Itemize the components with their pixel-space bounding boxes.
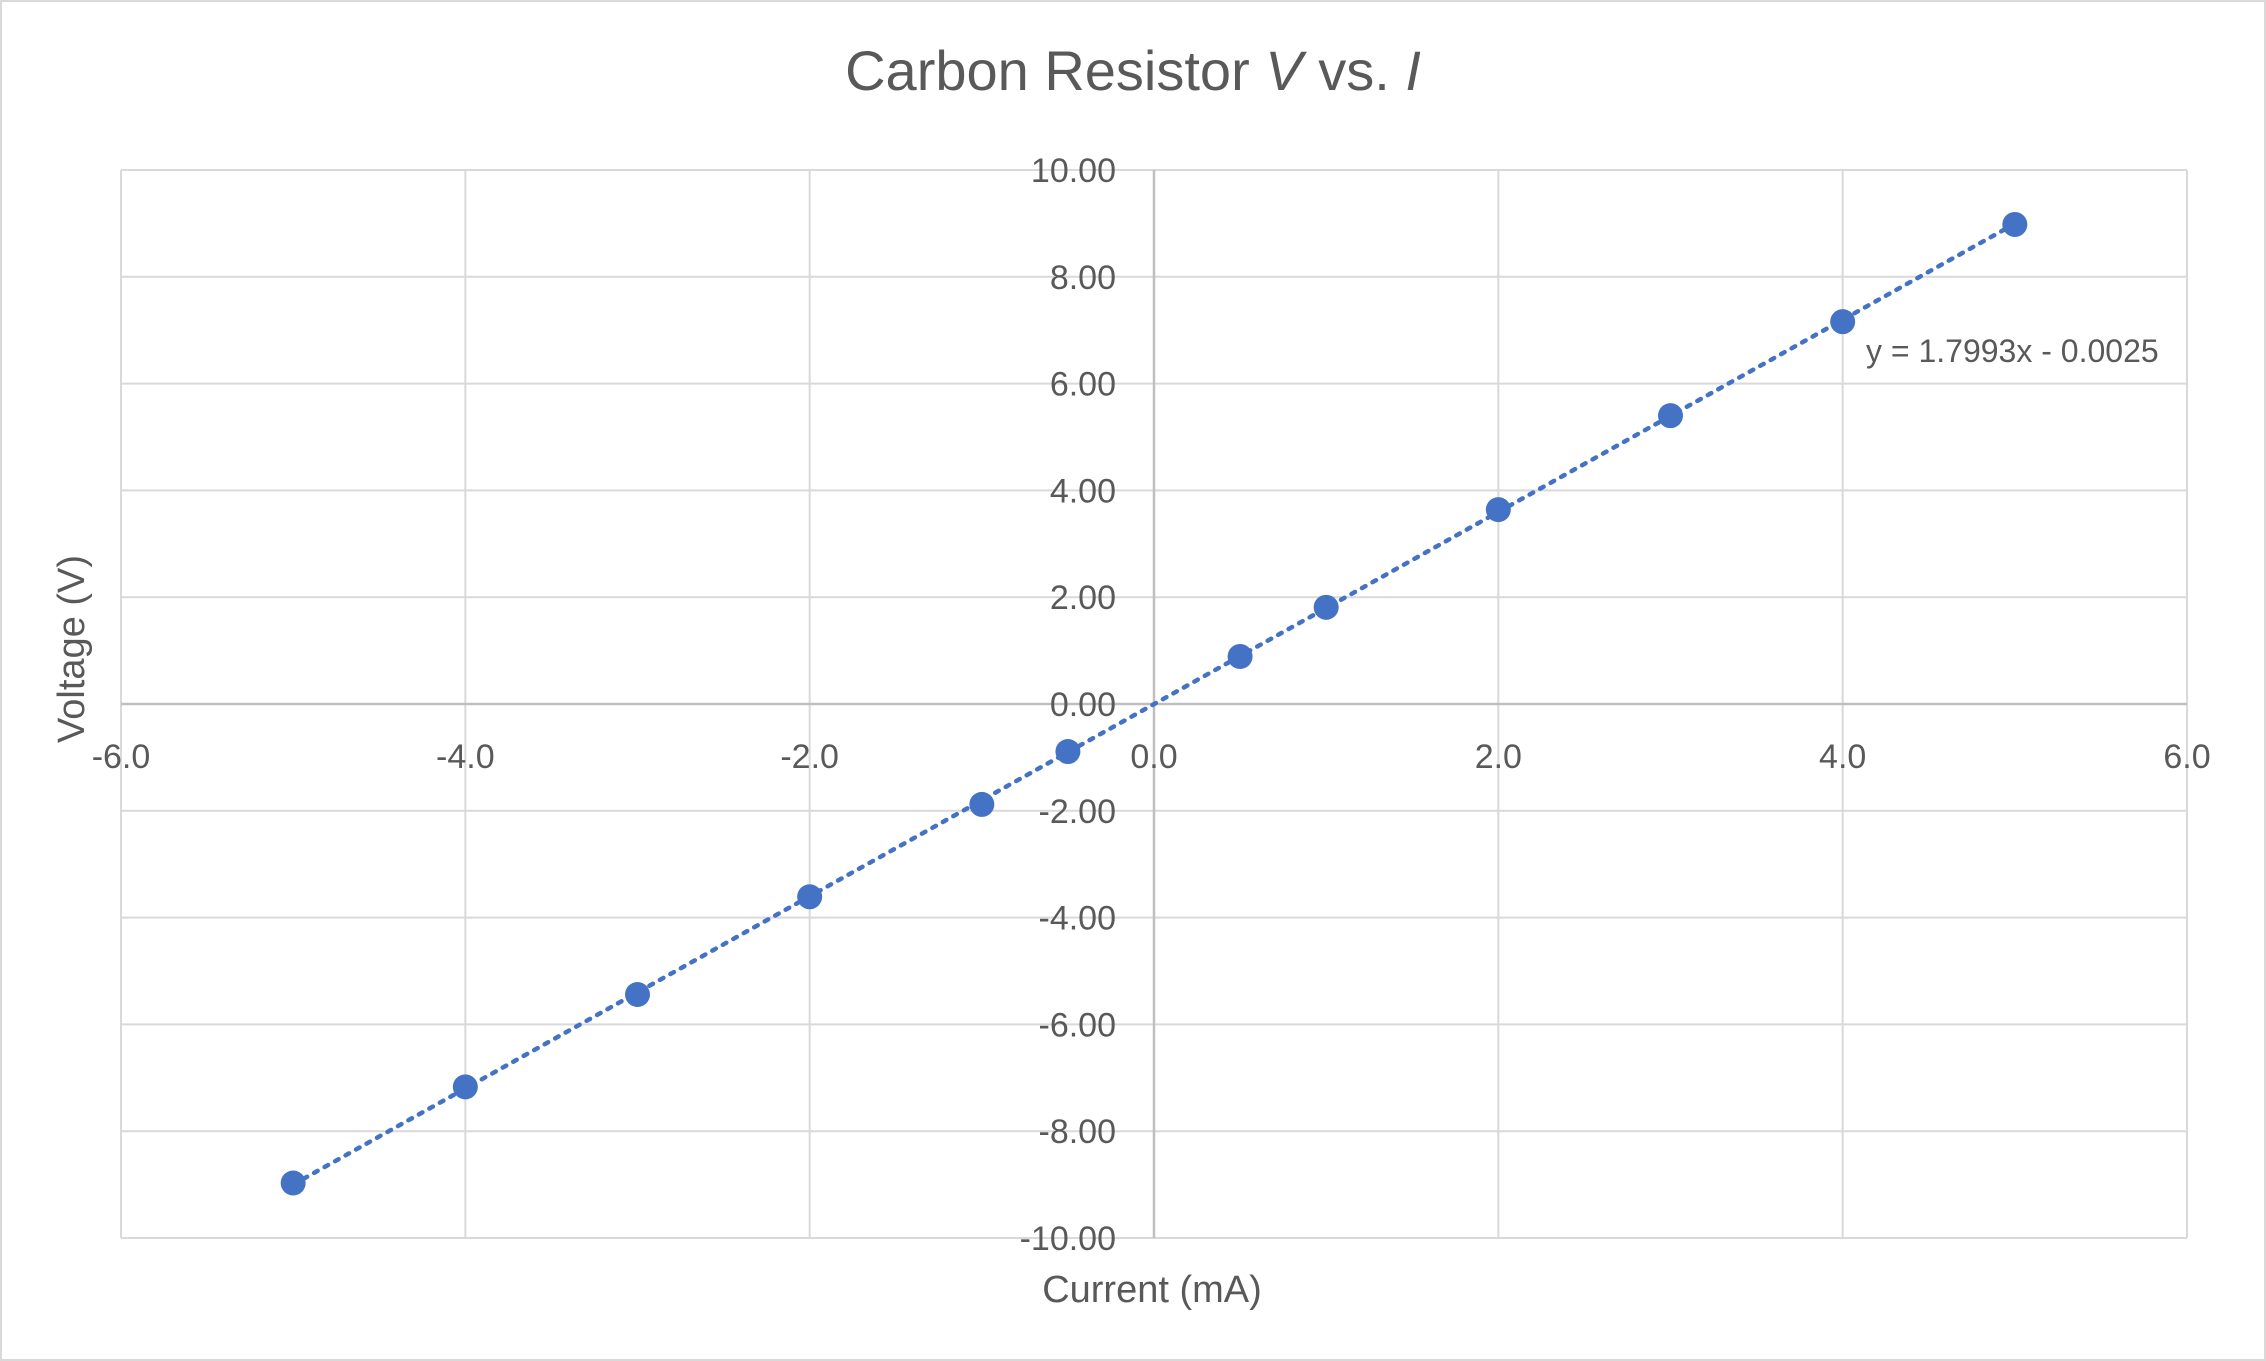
data-point	[2002, 211, 2028, 237]
y-tick-label: -8.00	[1039, 1113, 1117, 1151]
y-tick-label: -6.00	[1039, 1006, 1117, 1044]
chart-title-part2: vs.	[1302, 39, 1406, 102]
x-tick-label: 6.0	[2163, 738, 2210, 776]
x-tick-label: 2.0	[1475, 738, 1522, 776]
data-point	[1830, 309, 1856, 335]
y-tick-label: -2.00	[1039, 793, 1117, 831]
y-axis-title: Voltage (V)	[51, 555, 93, 743]
x-tick-label: 4.0	[1819, 738, 1866, 776]
chart-title-part1: Carbon Resistor	[845, 39, 1266, 102]
data-point	[1055, 739, 1081, 765]
data-point	[1227, 643, 1253, 669]
x-axis-title: Current (mA)	[1042, 1269, 1262, 1311]
y-tick-label: 6.00	[1050, 366, 1116, 404]
data-point	[452, 1074, 478, 1100]
chart-title: Carbon Resistor V vs. I	[0, 38, 2266, 103]
y-tick-label: -4.00	[1039, 900, 1117, 938]
label-layer: Current (mA) Voltage (V) y = 1.7993x - 0…	[51, 333, 2159, 1311]
y-tick-label: 0.00	[1050, 686, 1116, 724]
trendline	[290, 221, 2018, 1187]
x-tick-label: -4.0	[436, 738, 495, 776]
x-tick-label: -6.0	[92, 738, 151, 776]
data-point	[1485, 497, 1511, 523]
data-point	[280, 1170, 306, 1196]
data-point	[969, 791, 995, 817]
trendline-equation: y = 1.7993x - 0.0025	[1866, 333, 2159, 369]
data-point	[1313, 594, 1339, 620]
data-point	[625, 981, 650, 1007]
y-tick-label: 8.00	[1050, 259, 1116, 297]
chart-title-var-v: V	[1265, 39, 1303, 102]
chart-title-var-i: I	[1405, 39, 1421, 102]
y-tick-label: 4.00	[1050, 472, 1116, 510]
y-tick-label: 10.00	[1031, 152, 1116, 190]
x-tick-label: 0.0	[1130, 738, 1177, 776]
data-point	[797, 884, 823, 910]
data-point	[1658, 403, 1683, 429]
point-layer	[280, 211, 2028, 1196]
x-tick-label: -2.0	[780, 738, 839, 776]
tick-label-layer: -6.0 -4.0 -2.0 0.0 2.0 4.0 6.0 10.00 8.00 6.00 4.0…	[92, 152, 2211, 1258]
y-tick-label: -10.00	[1020, 1220, 1116, 1258]
y-tick-label: 2.00	[1050, 579, 1116, 617]
trendline-layer	[290, 221, 2018, 1187]
